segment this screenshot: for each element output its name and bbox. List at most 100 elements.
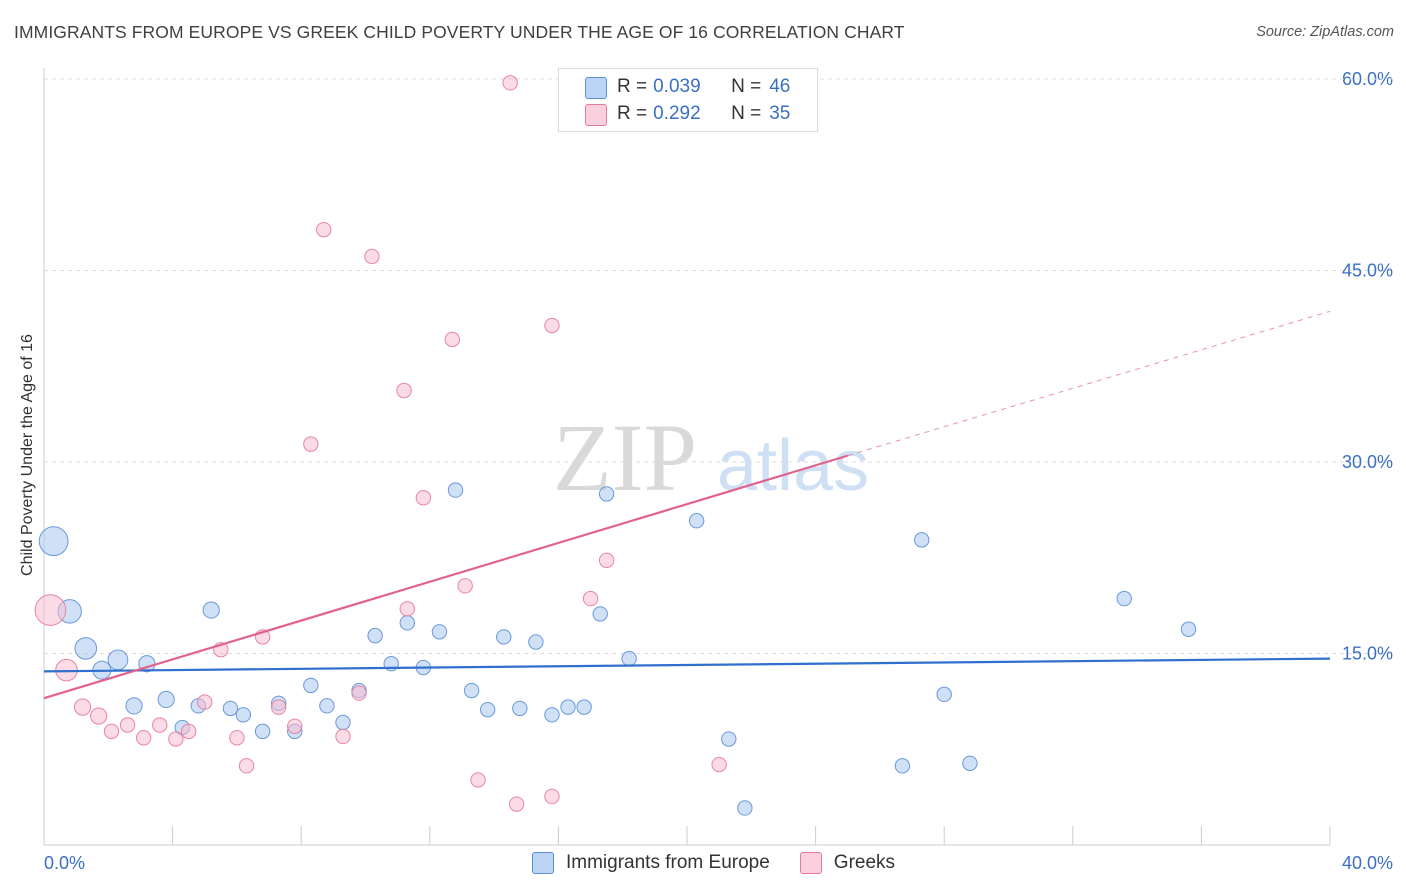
- chart-title: IMMIGRANTS FROM EUROPE VS GREEK CHILD PO…: [14, 22, 905, 42]
- data-point-pink: [470, 772, 486, 788]
- data-point-blue: [688, 513, 705, 529]
- data-point-pink: [444, 331, 461, 348]
- data-point-pink: [508, 796, 525, 812]
- data-point-blue: [913, 532, 930, 548]
- data-point-blue: [479, 701, 496, 718]
- data-point-pink: [415, 490, 432, 506]
- data-point-blue: [721, 731, 737, 747]
- data-point-blue: [431, 624, 448, 640]
- data-point-blue: [1180, 621, 1197, 637]
- data-point-pink: [270, 699, 287, 715]
- data-point-blue: [235, 707, 252, 723]
- data-point-blue: [1116, 590, 1132, 607]
- data-point-blue: [254, 723, 271, 740]
- data-point-pink: [135, 730, 152, 746]
- legend-n-value: 35: [769, 103, 791, 124]
- legend-swatch-blue: [585, 77, 607, 99]
- data-point-pink: [457, 578, 473, 594]
- data-point-pink: [197, 694, 213, 710]
- data-point-blue: [125, 697, 143, 715]
- watermark-zip: ZIP: [553, 404, 697, 511]
- data-point-pink: [119, 717, 136, 733]
- legend-label: Greeks: [833, 852, 896, 873]
- legend-r-value: 0.292: [653, 103, 701, 124]
- data-point-pink: [238, 758, 255, 774]
- data-point-blue: [936, 686, 952, 703]
- data-point-pink: [399, 601, 415, 617]
- data-point-pink: [544, 788, 560, 805]
- series-legend: Immigrants from Europe Greeks: [532, 852, 925, 874]
- trendline-blue: [43, 657, 1331, 673]
- trendline-pink: [43, 454, 849, 700]
- data-point-blue: [319, 698, 335, 714]
- data-point-blue: [367, 627, 383, 644]
- x-tick-label: 40.0%: [1342, 853, 1393, 873]
- legend-swatch-pink: [585, 104, 607, 126]
- legend-row-blue: R = 0.039 N = 46: [585, 75, 790, 99]
- legend-row-pink: R = 0.292 N = 35: [585, 102, 790, 126]
- data-point-blue: [621, 650, 637, 667]
- data-point-blue: [38, 526, 69, 557]
- data-point-blue: [463, 682, 480, 699]
- data-point-pink: [152, 717, 168, 733]
- data-point-pink: [502, 75, 518, 91]
- trendline-pink-extension: [847, 310, 1331, 457]
- watermark-atlas: atlas: [717, 426, 869, 506]
- data-point-blue: [107, 649, 129, 671]
- data-point-pink: [711, 756, 727, 773]
- data-point-blue: [157, 690, 175, 709]
- data-point-pink: [351, 685, 367, 701]
- data-point-pink: [90, 707, 108, 725]
- legend-r-label: R =: [617, 103, 648, 124]
- data-point-pink: [103, 723, 120, 740]
- y-tick-label: 15.0%: [1342, 644, 1393, 664]
- data-point-blue: [512, 700, 528, 717]
- legend-swatch-pink: [799, 852, 822, 874]
- y-tick-label: 45.0%: [1342, 261, 1393, 281]
- stats-legend: R = 0.039 N = 46 R = 0.292 N = 35: [558, 68, 818, 132]
- data-point-blue: [544, 707, 560, 723]
- legend-label: Immigrants from Europe: [566, 852, 770, 873]
- y-tick-label: 30.0%: [1342, 452, 1393, 472]
- data-point-blue: [222, 700, 239, 717]
- data-point-blue: [592, 606, 608, 622]
- data-point-pink: [598, 552, 615, 569]
- data-point-pink: [73, 698, 92, 716]
- data-point-blue: [496, 629, 512, 645]
- data-point-blue: [737, 800, 753, 816]
- data-point-blue: [335, 714, 351, 731]
- legend-n-label: N =: [731, 76, 762, 97]
- data-point-blue: [528, 634, 544, 650]
- y-axis-title: Child Poverty Under the Age of 16: [19, 334, 36, 576]
- data-point-blue: [447, 482, 464, 498]
- legend-r-label: R =: [617, 76, 648, 97]
- data-point-blue: [894, 758, 911, 774]
- data-point-pink: [335, 728, 351, 745]
- data-point-pink: [316, 221, 332, 238]
- data-point-blue: [576, 699, 592, 715]
- data-point-pink: [168, 731, 184, 747]
- legend-r-value: 0.039: [653, 76, 701, 97]
- legend-n-label: N =: [731, 103, 762, 124]
- data-point-pink: [396, 382, 412, 399]
- data-point-pink: [582, 590, 599, 607]
- data-point-blue: [303, 677, 319, 694]
- x-tick-label: 0.0%: [44, 853, 85, 873]
- data-point-pink: [287, 718, 303, 734]
- data-point-pink: [303, 436, 319, 452]
- data-point-pink: [364, 248, 380, 265]
- legend-swatch-blue: [532, 852, 554, 874]
- data-point-blue: [399, 615, 415, 631]
- legend-item-immigrants-from-europe: Immigrants from Europe: [532, 852, 770, 874]
- data-point-blue: [560, 699, 576, 715]
- data-point-blue: [598, 486, 615, 502]
- data-point-blue: [202, 601, 220, 619]
- data-point-pink: [180, 723, 197, 740]
- legend-n-value: 46: [769, 76, 791, 97]
- data-point-blue: [74, 637, 98, 660]
- data-point-blue: [962, 755, 978, 771]
- data-point-pink: [229, 730, 245, 746]
- data-point-pink: [544, 317, 560, 334]
- source-label: Source: ZipAtlas.com: [1256, 24, 1394, 40]
